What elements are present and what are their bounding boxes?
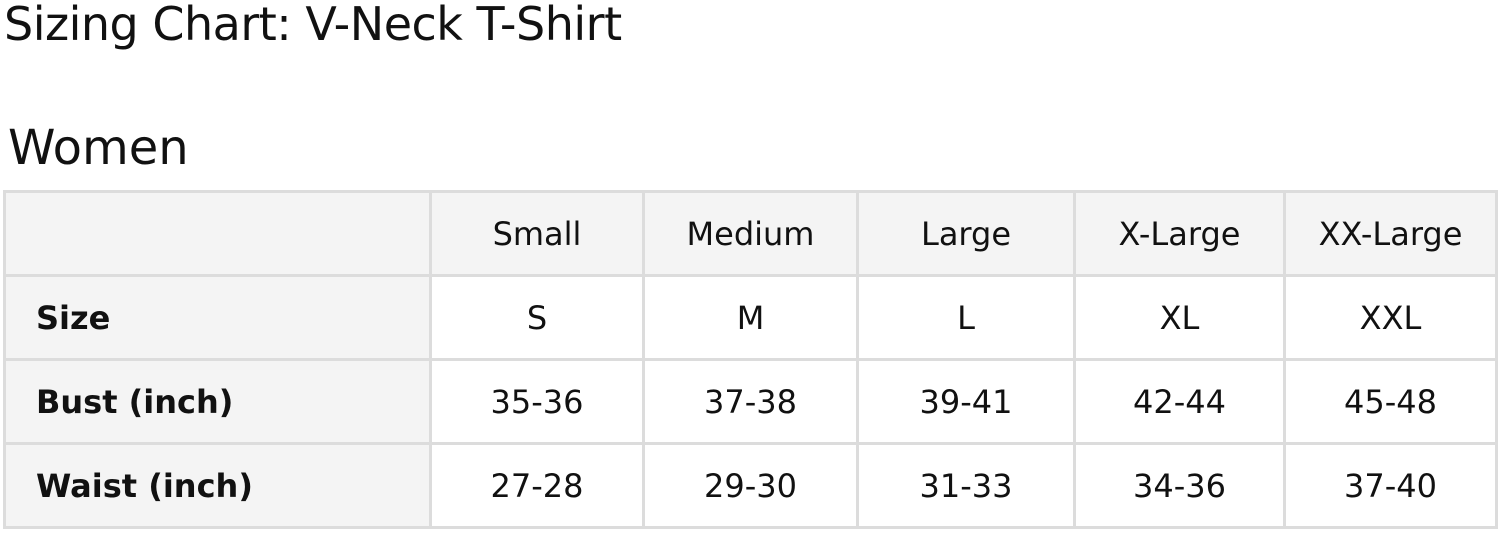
table-cell: 29-30 <box>642 442 859 529</box>
table-cell: 42-44 <box>1073 358 1286 445</box>
table-cell: 45-48 <box>1283 358 1498 445</box>
table-row: Waist (inch) 27-28 29-30 31-33 34-36 37-… <box>3 442 1498 529</box>
table-cell: 27-28 <box>429 442 645 529</box>
row-label: Waist (inch) <box>3 442 432 529</box>
header-cell: X-Large <box>1073 190 1286 277</box>
table-row: Size S M L XL XXL <box>3 274 1498 361</box>
section-heading: Women <box>8 120 189 176</box>
table-header-row: Small Medium Large X-Large XX-Large <box>3 190 1498 277</box>
table-cell: 37-40 <box>1283 442 1498 529</box>
table-cell: XXL <box>1283 274 1498 361</box>
table-cell: 39-41 <box>856 358 1076 445</box>
page-title: Sizing Chart: V-Neck T-Shirt <box>4 0 622 51</box>
header-cell-empty <box>3 190 432 277</box>
header-cell: Large <box>856 190 1076 277</box>
sizing-table: Small Medium Large X-Large XX-Large Size… <box>3 190 1498 529</box>
header-cell: XX-Large <box>1283 190 1498 277</box>
table-cell: 35-36 <box>429 358 645 445</box>
header-cell: Small <box>429 190 645 277</box>
header-cell: Medium <box>642 190 859 277</box>
table-cell: S <box>429 274 645 361</box>
table-cell: 34-36 <box>1073 442 1286 529</box>
table-cell: L <box>856 274 1076 361</box>
table-cell: 37-38 <box>642 358 859 445</box>
row-label: Size <box>3 274 432 361</box>
table-row: Bust (inch) 35-36 37-38 39-41 42-44 45-4… <box>3 358 1498 445</box>
table-cell: 31-33 <box>856 442 1076 529</box>
table-cell: M <box>642 274 859 361</box>
row-label: Bust (inch) <box>3 358 432 445</box>
table-cell: XL <box>1073 274 1286 361</box>
